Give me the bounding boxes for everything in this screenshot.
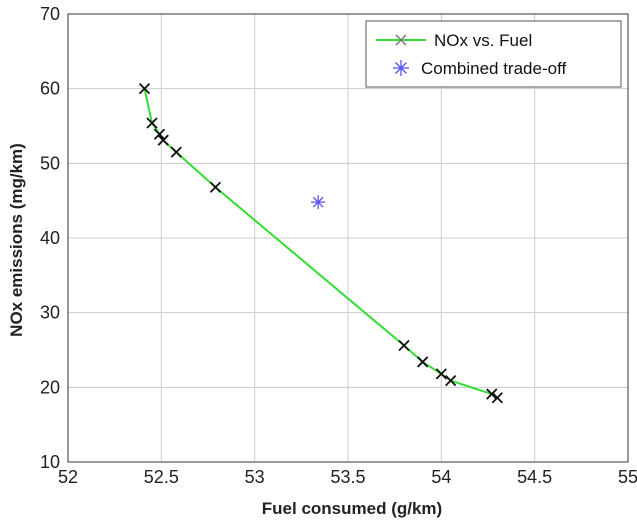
y-axis-label: NOx emissions (mg/km) <box>7 143 26 337</box>
grid <box>68 14 628 462</box>
x-tick-label: 55 <box>618 467 637 487</box>
y-tick-label: 10 <box>40 452 60 472</box>
data-point-x-marker <box>491 392 503 404</box>
legend-box <box>365 20 622 88</box>
x-tick-label: 52.5 <box>144 467 179 487</box>
y-tick-labels: 10 20 30 40 50 60 70 <box>40 4 60 472</box>
y-tick-label: 70 <box>40 4 60 24</box>
data-point-x-marker <box>138 83 151 95</box>
series-lines <box>143 88 498 399</box>
data-point-x-marker <box>445 374 457 387</box>
y-tick-label: 60 <box>40 79 60 99</box>
data-point-x-marker <box>157 134 169 146</box>
data-point-x-marker <box>417 356 429 368</box>
legend: NOx vs. Fuel Combined trade-off <box>365 20 622 88</box>
data-point-x-marker <box>209 181 222 193</box>
y-tick-label: 50 <box>40 153 60 173</box>
data-point-x-marker <box>486 388 498 400</box>
x-tick-label: 54.5 <box>517 467 552 487</box>
data-markers <box>138 83 503 404</box>
x-tick-label: 53.5 <box>330 467 365 487</box>
x-tick-label: 53 <box>245 467 265 487</box>
x-tick-label: 52 <box>58 467 78 487</box>
x-tick-label: 54 <box>431 467 451 487</box>
plot-frame <box>67 13 629 463</box>
legend-x-marker <box>395 34 407 46</box>
series-line-nox-vs-fuel <box>143 88 498 399</box>
legend-label-nox: NOx vs. Fuel <box>434 31 532 50</box>
y-tick-label: 20 <box>40 377 60 397</box>
y-tick-label: 30 <box>40 303 60 323</box>
x-axis-label: Fuel consumed (g/km) <box>262 499 442 518</box>
x-tick-labels: 52 52.5 53 53.5 54 54.5 55 <box>58 467 637 487</box>
data-point-x-marker <box>170 146 182 158</box>
data-point-x-marker <box>146 117 158 129</box>
combined-tradeoff-point <box>311 195 326 210</box>
data-point-x-marker <box>435 368 447 380</box>
legend-asterisk-marker <box>393 60 409 76</box>
y-tick-label: 40 <box>40 228 60 248</box>
data-point-x-marker <box>153 128 166 140</box>
legend-label-combined: Combined trade-off <box>421 59 566 78</box>
data-point-x-marker <box>398 339 410 352</box>
